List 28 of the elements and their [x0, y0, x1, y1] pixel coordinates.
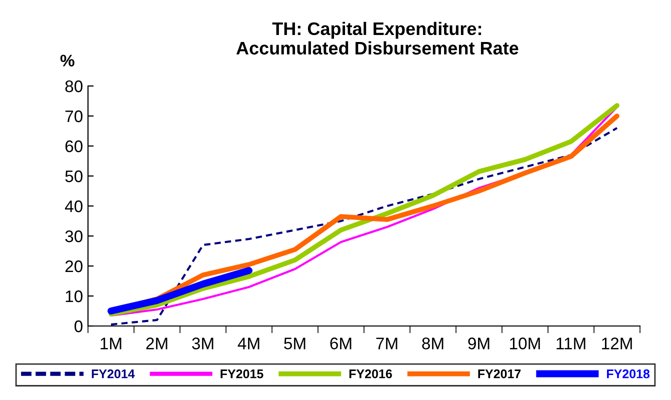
x-tick-label: 6M — [330, 338, 352, 350]
y-tick-label: 20 — [65, 260, 82, 272]
y-tick-label: 30 — [65, 230, 82, 242]
legend-label: FY2017 — [478, 369, 521, 378]
y-tick-label: 60 — [65, 140, 82, 152]
y-tick-label: 40 — [64, 200, 82, 212]
y-tick-label: 50 — [65, 170, 82, 182]
x-tick-label: 11M — [556, 338, 586, 350]
y-tick-label: 80 — [65, 80, 82, 92]
x-tick-label: 8M — [422, 338, 444, 350]
chart-title: TH: Capital Expenditure: Accumulated Disbursement Rate — [236, 22, 518, 55]
y-axis-title: % — [60, 54, 74, 66]
x-tick-label: 7M — [376, 338, 398, 350]
x-tick-label: 5M — [284, 338, 306, 350]
x-tick-label: 2M — [146, 338, 168, 350]
legend-label: FY2016 — [349, 369, 392, 378]
x-tick-label: 9M — [468, 338, 490, 350]
x-tick-label: 4M — [238, 338, 260, 350]
y-tick-label: 10 — [66, 290, 82, 302]
x-tick-label: 10M — [510, 338, 540, 350]
legend-label: FY2018 — [607, 369, 650, 378]
y-tick-label: 0 — [74, 320, 82, 332]
x-tick-label: 1M — [100, 338, 122, 350]
x-tick-label: 12M — [602, 338, 632, 350]
x-tick-label: 3M — [192, 338, 214, 350]
text: FY2014 — [92, 369, 135, 378]
y-tick-label: 70 — [65, 110, 82, 122]
legend-label: FY2015 — [220, 369, 264, 378]
